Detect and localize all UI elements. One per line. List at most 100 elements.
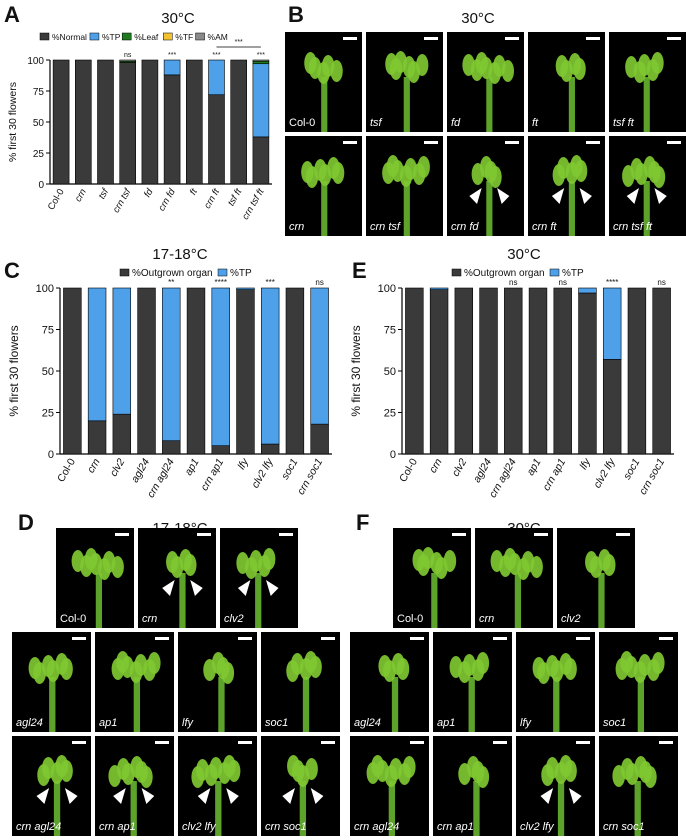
plant-photo: lfy (178, 632, 257, 732)
arrowhead-left (469, 188, 482, 204)
plant-photo: crn fd (447, 136, 524, 236)
bar-segment (137, 287, 156, 455)
y-tick-label: 0 (390, 449, 396, 461)
arrowhead-left (626, 188, 640, 204)
plant-photo: Col-0 (56, 528, 134, 628)
genotype-label: agl24 (354, 717, 381, 729)
bar-segment (87, 420, 107, 455)
plant-photo: Col-0 (285, 32, 362, 132)
bar-segment (186, 287, 206, 455)
stem (568, 77, 575, 132)
flower-bud (417, 156, 430, 178)
scale-bar (586, 37, 600, 40)
plant-photo: crn (138, 528, 216, 628)
flower-bud (603, 554, 616, 576)
bar-segment (429, 289, 449, 455)
panel-title-a: 30°C (161, 10, 195, 27)
genotype-label: soc1 (265, 717, 289, 729)
plant-photo: crn ap1 (95, 736, 174, 836)
plant-illustration (622, 156, 667, 236)
x-tick-label: fd (142, 186, 156, 199)
plant-photo: ap1 (433, 632, 512, 732)
stem (321, 181, 328, 236)
x-tick-label: clv2 lfy (249, 456, 276, 490)
bar-segment (310, 423, 329, 455)
x-tick-label: crn ft (202, 187, 222, 211)
scale-bar (321, 741, 335, 744)
plant-illustration (71, 548, 124, 628)
x-tick-label: soc1 (279, 457, 300, 482)
bar-segment (119, 62, 136, 185)
significance-label: ns (509, 278, 517, 287)
bar-segment (162, 287, 181, 442)
y-tick-label: 25 (384, 408, 396, 420)
flower-bud (396, 658, 410, 680)
scale-bar (155, 637, 169, 640)
flower-bud (402, 756, 416, 778)
plant-photo: crn soc1 (261, 736, 340, 836)
plant-illustration (301, 157, 345, 236)
stem (391, 677, 399, 732)
plant-illustration (540, 755, 582, 836)
stem (321, 77, 328, 132)
panel-letter-c: C (4, 258, 20, 283)
genotype-label: crn (289, 221, 305, 233)
bar-segment (52, 59, 70, 185)
stem (637, 677, 645, 732)
legend-swatch (119, 268, 130, 277)
scale-bar (343, 141, 357, 144)
plant-illustration (304, 52, 343, 132)
x-tick-label: Col-0 (397, 456, 420, 484)
flower-bud (184, 554, 197, 576)
genotype-label: tsf (370, 117, 382, 129)
x-tick-label: crn (427, 456, 445, 475)
bar-segment (119, 59, 136, 62)
arrowhead-right (310, 788, 324, 804)
bar-segment (208, 94, 225, 185)
flower-bud (651, 652, 665, 674)
plant-illustration (462, 52, 514, 132)
bar-segment (211, 287, 230, 446)
legend-label: %AM (208, 32, 228, 42)
arrowhead-left (540, 788, 554, 804)
bracket-label: *** (235, 39, 243, 46)
bar-segment (454, 287, 474, 455)
x-tick-label: Col-0 (55, 456, 78, 484)
flower-bud (476, 652, 490, 674)
scale-bar (238, 637, 252, 640)
genotype-label: crn ap1 (437, 821, 474, 833)
panel-letter-b: B (288, 2, 304, 27)
flower-bud (309, 656, 322, 678)
scale-bar (72, 741, 86, 744)
genotype-label: clv2 lfy (182, 821, 216, 833)
stem (568, 181, 575, 236)
plant-illustration (555, 53, 586, 132)
scale-bar (279, 533, 293, 536)
bar-segment (63, 287, 82, 455)
y-tick-label: 100 (378, 283, 396, 295)
bar-segment (163, 74, 181, 185)
arrowhead-right (266, 580, 279, 596)
bar-segment (652, 287, 671, 455)
y-tick-label: 25 (33, 149, 45, 160)
flower-bud (147, 652, 161, 674)
plant-photo: fd (447, 32, 524, 132)
bar-segment (310, 287, 329, 425)
scale-bar (493, 637, 507, 640)
y-tick-label: 75 (33, 87, 45, 98)
panel-letter-d: D (18, 510, 34, 535)
stem (95, 573, 103, 628)
panel-letter-f: F (356, 510, 370, 535)
genotype-label: tsf ft (613, 117, 634, 129)
x-tick-label: crn ap1 (540, 457, 568, 493)
stem (255, 573, 262, 628)
x-tick-label: tsf ft (226, 187, 245, 208)
bar-segment (75, 59, 92, 185)
arrowhead-left (282, 788, 295, 804)
bar-segment (252, 136, 270, 185)
panel-title-b: 30°C (461, 10, 495, 27)
scale-bar (616, 533, 630, 536)
plant-photo: tsf ft (609, 32, 686, 132)
y-tick-label: 75 (384, 325, 396, 337)
legend-swatch (451, 268, 462, 277)
